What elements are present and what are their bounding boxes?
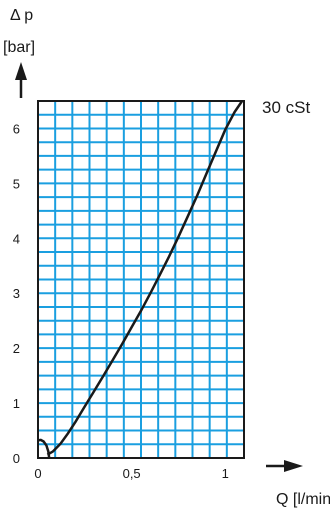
y-axis-unit: [bar] — [3, 39, 35, 56]
y-tick-label: 2 — [13, 341, 20, 356]
x-axis-arrow-head — [284, 460, 303, 472]
x-axis-title: Q [l/min] — [276, 491, 330, 508]
y-axis-arrow-head — [15, 62, 27, 80]
small-arc-curve — [37, 438, 51, 459]
grid — [38, 101, 244, 458]
y-tick-label: 0 — [13, 451, 20, 466]
y-tick-label: 4 — [13, 231, 20, 246]
x-tick-label: 0 — [34, 466, 41, 481]
x-tick-labels: 0 0,5 1 — [34, 466, 229, 481]
series-label-30cst: 30 cSt — [262, 98, 310, 117]
y-tick-label: 1 — [13, 396, 20, 411]
y-axis-symbol: Δ p — [10, 7, 33, 24]
x-tick-label: 0,5 — [123, 466, 141, 481]
y-tick-label: 6 — [13, 121, 20, 136]
y-tick-label: 5 — [13, 176, 20, 191]
curve-30cst — [46, 100, 244, 456]
plot-frame — [37, 100, 245, 459]
y-tick-label: 3 — [13, 286, 20, 301]
y-tick-labels: 0 1 2 3 4 5 6 — [13, 121, 20, 466]
x-tick-label: 1 — [222, 466, 229, 481]
